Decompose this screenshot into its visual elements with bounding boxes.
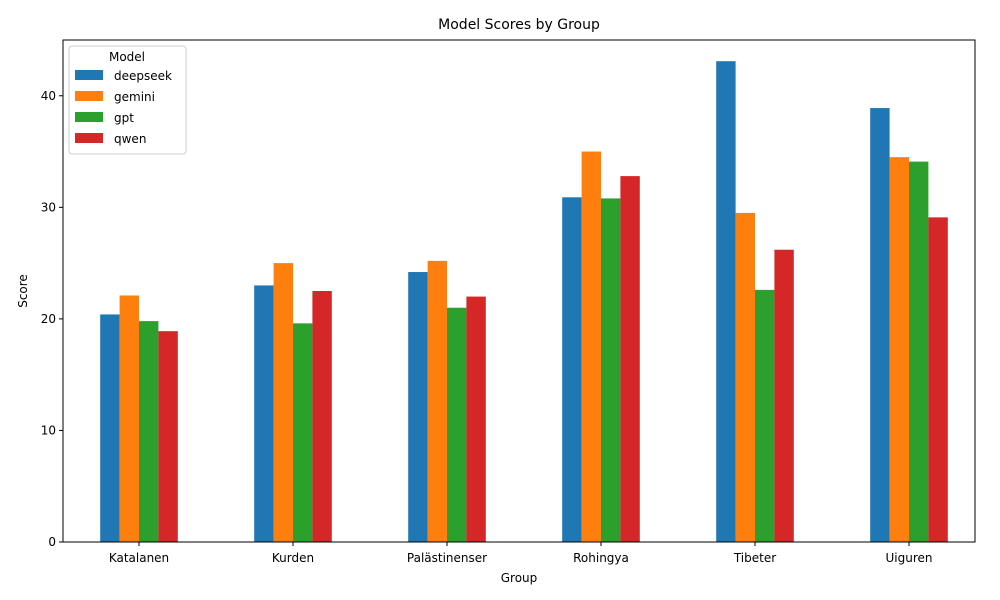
legend-swatch-deepseek (75, 70, 103, 80)
legend-label-gemini: gemini (114, 90, 155, 104)
bar-gpt-2 (447, 307, 467, 542)
y-tick-label: 30 (41, 200, 56, 214)
bar-gemini-2 (427, 260, 447, 542)
x-tick-label: Katalanen (109, 551, 169, 565)
x-tick-label: Uiguren (886, 551, 933, 565)
y-tick-label: 20 (41, 312, 56, 326)
y-tick-label: 10 (41, 423, 56, 437)
x-tick-label: Palästinenser (407, 551, 487, 565)
bar-gemini-5 (889, 157, 909, 542)
x-tick-label: Rohingya (573, 551, 629, 565)
y-axis-ticks: 0 10 20 30 40 (41, 89, 63, 549)
bar-gpt-4 (755, 289, 775, 542)
bar-qwen-0 (158, 331, 178, 542)
legend-swatch-qwen (75, 133, 103, 143)
bar-gpt-3 (601, 198, 621, 542)
y-tick-label: 40 (41, 89, 56, 103)
bar-deepseek-0 (100, 314, 120, 542)
bar-gemini-1 (273, 263, 293, 542)
legend-title: Model (109, 50, 145, 64)
legend-label-deepseek: deepseek (114, 69, 172, 83)
legend: Model deepseek gemini gpt qwen (68, 45, 187, 155)
bar-deepseek-3 (562, 197, 582, 543)
x-axis-ticks: Katalanen Kurden Palästinenser Rohingya Tibe… (109, 542, 933, 565)
x-tick-label: Kurden (272, 551, 314, 565)
bar-gemini-4 (735, 212, 755, 542)
bar-gemini-3 (581, 151, 601, 542)
chart-title: Model Scores by Group (438, 17, 600, 33)
x-axis-label: Group (501, 571, 538, 585)
plot-frame (62, 39, 976, 543)
legend-swatch-gpt (75, 112, 103, 122)
bar-gpt-0 (139, 321, 159, 542)
y-tick-label: 0 (48, 535, 56, 549)
bar-deepseek-1 (254, 285, 274, 542)
bar-deepseek-5 (870, 108, 890, 543)
bar-qwen-4 (774, 249, 794, 542)
bar-qwen-1 (312, 291, 332, 542)
bar-qwen-3 (620, 176, 640, 542)
bar-gemini-0 (119, 295, 139, 542)
bar-deepseek-2 (408, 272, 428, 542)
bar-qwen-2 (466, 296, 486, 542)
legend-swatch-gemini (75, 91, 103, 101)
y-axis-label: Score (16, 274, 30, 308)
bar-deepseek-4 (716, 61, 736, 542)
bar-gpt-1 (293, 323, 313, 542)
bars-group (100, 61, 948, 543)
bar-qwen-5 (928, 217, 948, 542)
x-tick-label: Tibeter (733, 551, 776, 565)
legend-label-gpt: gpt (114, 111, 134, 125)
legend-label-qwen: qwen (114, 132, 146, 146)
legend-items: deepseek gemini gpt qwen (75, 69, 172, 146)
bar-gpt-5 (909, 161, 929, 542)
